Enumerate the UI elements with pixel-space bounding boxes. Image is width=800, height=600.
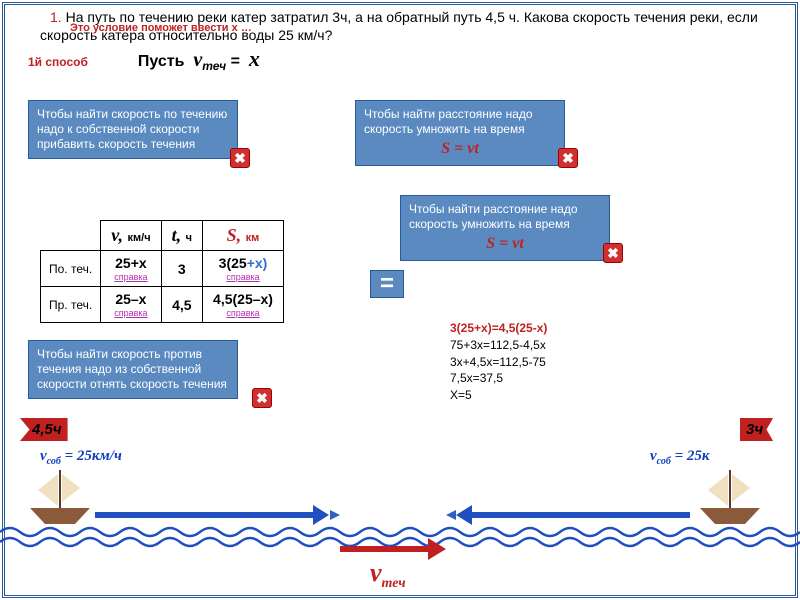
cell-s2: 4,5(25–x) [213,291,273,307]
table-row: Пр. теч. 25–xсправка 4,5 4,5(25–x)справк… [41,287,284,323]
calc-line-5: X=5 [450,387,547,404]
calc-line-3: 3x+4,5x=112,5-75 [450,354,547,371]
flag-left-label: 4,5ч [20,418,68,441]
arrow-mini-icon [446,510,456,520]
calc-line-1: 3(25+x)=4,5(25-x) [450,320,547,337]
tip-downstream-text: Чтобы найти скорость по течению надо к с… [37,107,227,151]
flag-right-label: 3ч [740,418,773,441]
cell-v1: 25+x [115,255,147,271]
equals-badge: = [370,270,404,298]
waves-icon [0,524,800,544]
calculation-block: 3(25+x)=4,5(25-x) 75+3x=112,5-4,5x 3x+4,… [450,320,547,404]
tip-dist2: Чтобы найти расстояние надо скорость умн… [400,195,610,261]
tip-downstream: Чтобы найти скорость по течению надо к с… [28,100,238,159]
data-table: v, км/ч t, ч S, км По. теч. 25+xсправка … [40,220,284,323]
ref-link[interactable]: справка [213,272,273,282]
boat-left-icon [30,464,100,524]
ref-link[interactable]: справка [213,308,273,318]
arrow-left-icon [470,512,690,518]
row-upstream-label: Пр. теч. [41,287,101,323]
close-icon[interactable]: ✖ [603,243,623,263]
ref-link[interactable]: справка [111,308,150,318]
cell-t1: 3 [161,251,202,287]
cell-s1: 3(25+x) [219,255,268,271]
boat-right-icon [700,464,770,524]
hint-text: Это условие поможет ввести х … [70,22,252,34]
col-v: v, км/ч [101,221,161,251]
vtec-arrow-icon [340,546,430,552]
table-row: По. теч. 25+xсправка 3 3(25+x)справка [41,251,284,287]
flag-left: 4,5ч [20,418,68,441]
arrow-right-icon [95,512,315,518]
tip-dist2-text: Чтобы найти расстояние надо скорость умн… [409,202,578,231]
vtec-label: vтеч [370,558,406,592]
arrow-mini-icon [330,510,340,520]
calc-line-2: 75+3x=112,5-4,5x [450,337,547,354]
tip-upstream-text: Чтобы найти скорость против течения надо… [37,347,227,391]
col-t: t, ч [161,221,202,251]
close-icon[interactable]: ✖ [558,148,578,168]
cell-v2: 25–x [115,291,146,307]
close-icon[interactable]: ✖ [230,148,250,168]
ref-link[interactable]: справка [111,272,150,282]
tip-dist1: Чтобы найти расстояние надо скорость умн… [355,100,565,166]
tip-upstream: Чтобы найти скорость против течения надо… [28,340,238,399]
tip-dist1-formula: S = vt [364,139,556,159]
tip-dist2-formula: S = vt [409,234,601,254]
row-downstream-label: По. теч. [41,251,101,287]
tip-dist1-text: Чтобы найти расстояние надо скорость умн… [364,107,533,136]
cell-t2: 4,5 [161,287,202,323]
col-s: S, км [203,221,284,251]
close-icon[interactable]: ✖ [252,388,272,408]
calc-line-4: 7,5x=37,5 [450,370,547,387]
flag-right: 3ч [740,418,773,441]
